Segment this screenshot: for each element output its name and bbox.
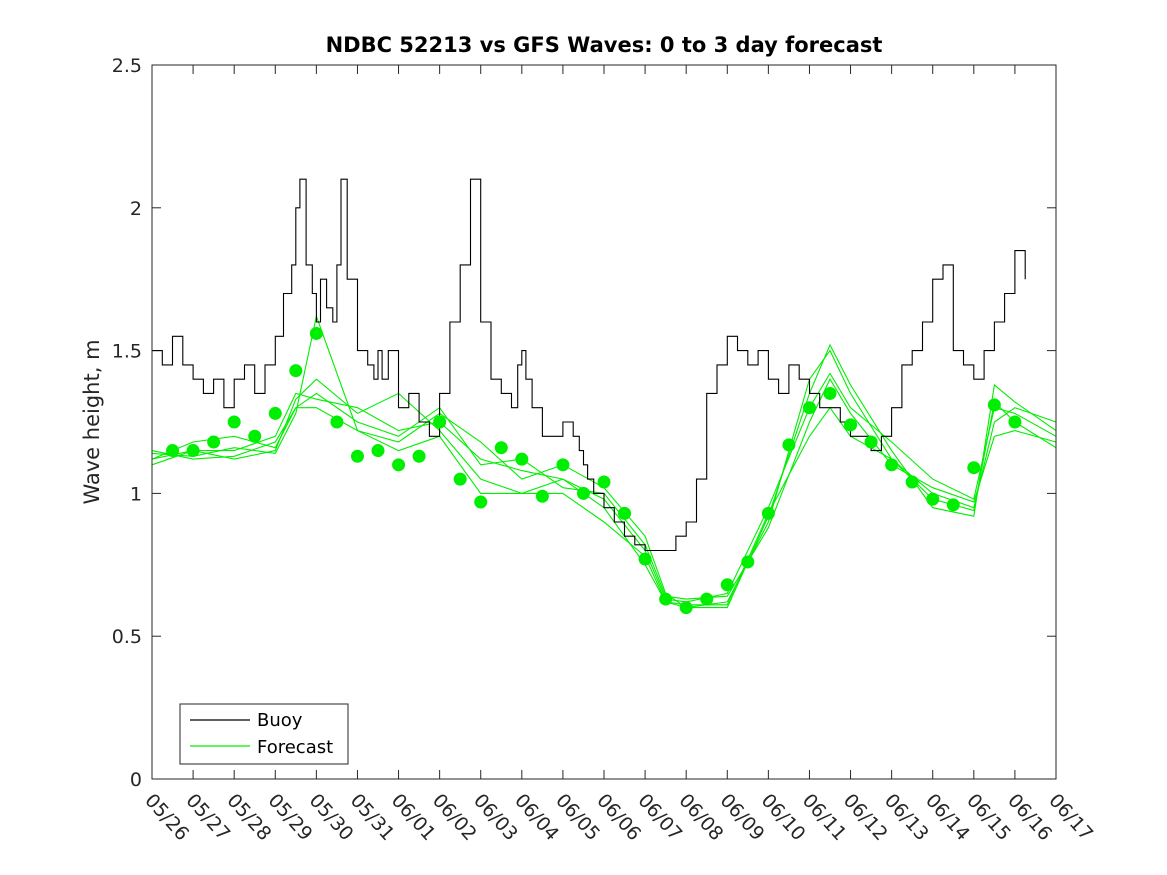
x-tick-label: 05/31	[346, 790, 399, 845]
x-tick-label: 05/30	[305, 790, 358, 845]
forecast-point	[1008, 415, 1022, 429]
x-tick-label: 05/29	[264, 790, 317, 845]
forecast-point	[844, 418, 858, 432]
x-tick-label: 06/03	[469, 790, 522, 845]
forecast-point	[309, 326, 323, 340]
x-tick-label: 06/06	[592, 790, 645, 845]
x-tick-label: 06/05	[551, 790, 604, 845]
x-tick-label: 06/16	[1003, 790, 1056, 845]
forecast-point	[638, 552, 652, 566]
legend-box	[179, 703, 349, 765]
forecast-point	[289, 364, 303, 378]
x-tick-label: 06/10	[757, 790, 810, 845]
forecast-point	[741, 555, 755, 569]
forecast-point	[987, 398, 1001, 412]
forecast-point	[946, 498, 960, 512]
forecast-point	[782, 438, 796, 452]
x-tick-label: 05/26	[140, 790, 193, 845]
forecast-point	[248, 429, 262, 443]
y-tick-label: 0.5	[112, 626, 142, 648]
forecast-point	[679, 601, 693, 615]
x-tick-label: 06/09	[716, 790, 769, 845]
forecast-point	[227, 415, 241, 429]
forecast-point	[864, 435, 878, 449]
forecast-point	[659, 592, 673, 606]
forecast-point	[823, 386, 837, 400]
chart-title: NDBC 52213 vs GFS Waves: 0 to 3 day fore…	[326, 33, 883, 57]
forecast-point	[618, 506, 632, 520]
forecast-point	[926, 492, 940, 506]
forecast-point	[433, 415, 447, 429]
forecast-point	[392, 458, 406, 472]
forecast-point	[371, 444, 385, 458]
forecast-point	[905, 475, 919, 489]
forecast-point	[330, 415, 344, 429]
forecast-point	[166, 444, 180, 458]
forecast-point	[412, 449, 426, 463]
legend: Buoy Forecast	[179, 703, 349, 765]
x-tick-label: 06/17	[1044, 790, 1097, 845]
x-tick-label: 06/08	[674, 790, 727, 845]
forecast-point	[597, 475, 611, 489]
y-tick-label: 2	[130, 198, 142, 220]
x-tick-label: 06/11	[798, 790, 851, 845]
plot-area	[152, 65, 1056, 779]
forecast-point	[207, 435, 221, 449]
buoy-series	[152, 178, 1026, 552]
y-tick-label: 0	[130, 769, 142, 791]
forecast-point	[885, 458, 899, 472]
x-tick-label: 06/07	[633, 790, 686, 845]
forecast-point	[186, 444, 200, 458]
legend-forecast-label: Forecast	[257, 737, 333, 758]
forecast-point	[967, 461, 981, 475]
x-tick-label: 05/28	[222, 790, 275, 845]
x-tick-label: 06/15	[962, 790, 1015, 845]
forecast-point	[453, 472, 467, 486]
legend-buoy-label: Buoy	[257, 710, 303, 731]
forecast-point	[474, 495, 488, 509]
forecast-point	[761, 506, 775, 520]
x-tick-label: 06/04	[510, 790, 563, 845]
forecast-point	[556, 458, 570, 472]
x-tick-label: 05/27	[181, 790, 234, 845]
x-tick-label: 06/01	[387, 790, 440, 845]
forecast-point	[515, 452, 529, 466]
buoy-line	[152, 178, 1026, 552]
forecast-point	[576, 486, 590, 500]
forecast-points	[166, 326, 1022, 615]
forecast-point	[802, 401, 816, 415]
forecast-point	[350, 449, 364, 463]
y-tick-label: 1	[130, 483, 142, 505]
x-tick-label: 06/02	[428, 790, 481, 845]
y-tick-label: 1.5	[112, 341, 142, 363]
y-tick-label: 2.5	[112, 55, 142, 77]
x-tick-label: 06/13	[880, 790, 933, 845]
forecast-point	[268, 406, 282, 420]
forecast-run-line	[151, 349, 1057, 609]
x-tick-label: 06/14	[921, 790, 974, 845]
forecast-point	[494, 441, 508, 455]
plot-frame	[151, 64, 1057, 780]
y-axis-label: Wave height, m	[80, 339, 104, 504]
forecast-point	[535, 489, 549, 503]
forecast-point	[720, 578, 734, 592]
x-tick-label: 06/12	[839, 790, 892, 845]
forecast-point	[700, 592, 714, 606]
